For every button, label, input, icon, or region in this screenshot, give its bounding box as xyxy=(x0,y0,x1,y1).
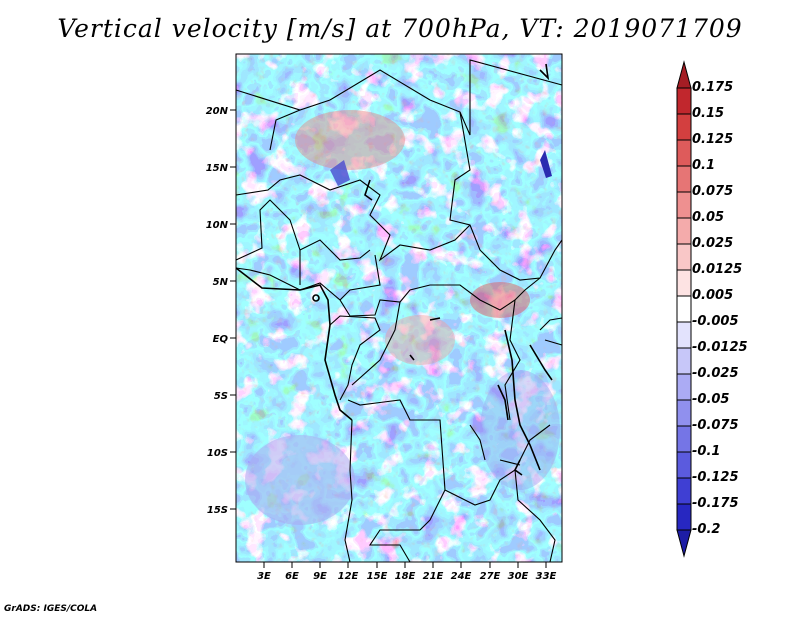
y-tick-label: 5N xyxy=(213,277,229,288)
colorbar-label: -0.2 xyxy=(692,522,721,537)
x-tick-label: 30E xyxy=(508,571,529,582)
colorbar-segment xyxy=(676,60,692,89)
colorbar-segment xyxy=(676,451,692,479)
colorbar-label: -0.1 xyxy=(692,444,721,459)
colorbar-label: 0.005 xyxy=(692,288,734,303)
colorbar-label: -0.005 xyxy=(692,314,739,329)
y-axis: 20N 15N 10N 5N EQ 5S 10S 15S xyxy=(206,106,236,516)
colorbar-segment xyxy=(676,87,692,115)
colorbar-segment xyxy=(676,477,692,505)
credit-text: GrADS: IGES/COLA xyxy=(4,604,98,614)
colorbar-label: -0.075 xyxy=(692,418,739,433)
x-tick-label: 21E xyxy=(423,571,444,582)
colorbar-segment xyxy=(676,217,692,245)
coastlines-and-lakes xyxy=(235,63,553,476)
colorbar-label: 0.025 xyxy=(692,236,734,251)
colorbar-label: 0.125 xyxy=(692,132,734,147)
colorbar-segment xyxy=(676,295,692,323)
x-tick-label: 6E xyxy=(285,571,299,582)
colorbar-label: -0.05 xyxy=(692,392,730,407)
colorbar-label: 0.0125 xyxy=(692,262,743,277)
colorbar-segment xyxy=(676,243,692,271)
colorbar-label: 0.15 xyxy=(692,106,725,121)
colorbar-segment xyxy=(676,503,692,531)
colorbar-segment xyxy=(676,321,692,349)
x-tick-label: 24E xyxy=(451,571,472,582)
colorbar-segment xyxy=(676,139,692,167)
colorbar-segment xyxy=(676,529,692,558)
colorbar-label: -0.125 xyxy=(692,470,739,485)
chart-title: Vertical velocity [m/s] at 700hPa, VT: 2… xyxy=(57,14,743,43)
colorbar-label: -0.025 xyxy=(692,366,739,381)
colorbar-label: 0.175 xyxy=(692,80,734,95)
x-tick-label: 27E xyxy=(480,571,501,582)
y-tick-label: 15N xyxy=(206,163,229,174)
x-tick-label: 15E xyxy=(367,571,388,582)
x-tick-label: 3E xyxy=(257,571,271,582)
x-tick-label: 12E xyxy=(338,571,359,582)
colorbar-segment xyxy=(676,373,692,401)
colorbar-segment xyxy=(676,113,692,141)
colorbar-segment xyxy=(676,191,692,219)
x-tick-label: 9E xyxy=(313,571,327,582)
colorbar-label: 0.05 xyxy=(692,210,725,225)
map-frame xyxy=(235,53,563,563)
y-tick-label: 5S xyxy=(214,391,228,402)
colorbar-label: 0.1 xyxy=(692,158,716,173)
colorbar-segment xyxy=(676,269,692,297)
y-tick-label: 20N xyxy=(206,106,229,117)
y-tick-label: 15S xyxy=(207,505,228,516)
y-tick-label: 10S xyxy=(207,448,228,459)
colorbar-label: 0.075 xyxy=(692,184,734,199)
colorbar-label: -0.175 xyxy=(692,496,739,511)
colorbar-segment xyxy=(676,399,692,427)
x-tick-label: 33E xyxy=(536,571,557,582)
colorbar-label: -0.0125 xyxy=(692,340,748,355)
y-tick-label: 10N xyxy=(206,220,229,231)
y-tick-label: EQ xyxy=(213,334,229,345)
colorbar xyxy=(676,60,692,558)
x-tick-label: 18E xyxy=(395,571,416,582)
colorbar-segment xyxy=(676,425,692,453)
colorbar-segment xyxy=(676,165,692,193)
x-axis: 3E 6E 9E 12E 15E 18E 21E 24E 27E 30E 33E xyxy=(257,562,557,582)
colorbar-segment xyxy=(676,347,692,375)
political-boundaries xyxy=(235,59,563,563)
